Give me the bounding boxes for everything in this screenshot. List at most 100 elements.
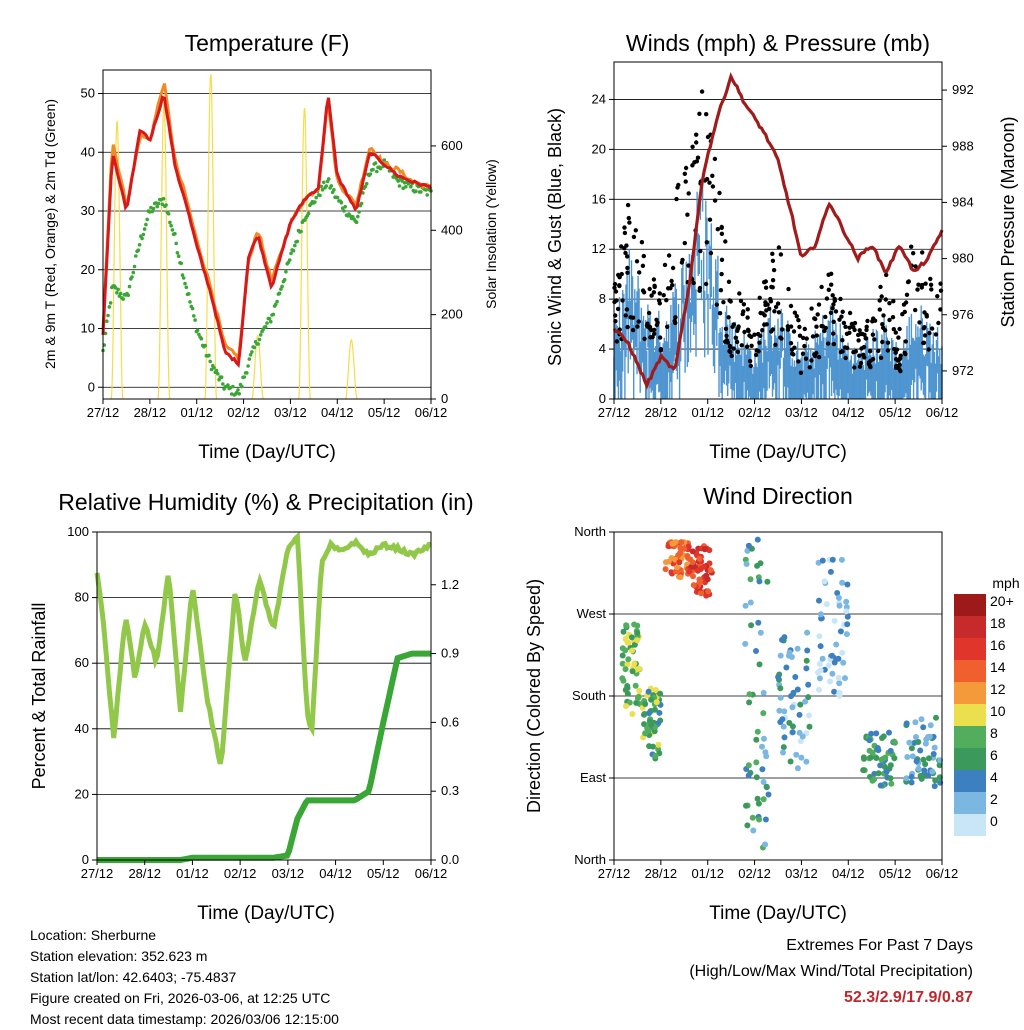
wind-gust-point: [770, 327, 776, 332]
legend-color-swatch: [954, 594, 986, 616]
wind-direction-point: [927, 722, 934, 729]
temperature-xlabel: Time (Day/UTC): [198, 442, 336, 463]
wind-gust-point: [728, 344, 733, 350]
wind-gust-point: [928, 282, 934, 287]
wind-direction-point: [704, 576, 711, 583]
wind-direction-point: [750, 827, 757, 834]
wind-gust-point: [915, 287, 920, 292]
dewpoint-point: [180, 273, 185, 277]
wind-direction-point: [887, 747, 894, 754]
wind-gust-point: [631, 234, 637, 240]
direction-xtick-label: 06/12: [926, 866, 959, 881]
wind-gust-point: [658, 348, 663, 353]
wind-direction-point: [792, 674, 799, 680]
humidity-y2tick-label: 1.2: [441, 577, 459, 592]
temperature-xtick-label: 06/12: [415, 405, 448, 420]
wind-direction-point: [645, 688, 652, 695]
temperature-y2tick-label: 200: [441, 307, 463, 322]
wind-direction-point: [762, 816, 769, 823]
wind-direction-point: [678, 539, 685, 546]
wind-gust-point: [833, 309, 839, 314]
wind-gust-point: [645, 321, 650, 326]
wind-direction-point: [875, 770, 882, 777]
wind-direction-point: [759, 743, 765, 750]
legend-label: 2: [990, 791, 998, 807]
wind-direction-point: [753, 648, 759, 654]
wind-direction-point: [788, 654, 795, 660]
wind-gust-point: [872, 337, 877, 342]
wind-direction-point: [757, 560, 764, 567]
dewpoint-point: [342, 209, 346, 213]
solar-insolation-peak: [251, 334, 265, 400]
wind-direction-point: [926, 733, 933, 740]
wind-gust-point: [757, 340, 762, 345]
wind-direction-point: [760, 779, 767, 785]
wind-gust-point: [630, 327, 636, 333]
wind-gust-point: [775, 301, 781, 306]
wind-direction-point: [787, 758, 794, 765]
wind-direction-point: [749, 814, 756, 821]
wind-direction-point: [789, 704, 796, 711]
winds-y2tick-label: 980: [952, 251, 974, 266]
wind-direction-point: [646, 710, 652, 717]
wind-gust-point: [651, 290, 657, 295]
dewpoint-point: [193, 318, 197, 322]
wind-gust-point: [735, 326, 741, 331]
wind-gust-point: [679, 260, 685, 265]
wind-direction-point: [675, 552, 682, 559]
dewpoint-point: [378, 166, 383, 171]
wind-gust-point: [857, 353, 862, 358]
dewpoint-point: [188, 300, 192, 304]
wind-direction-point: [798, 754, 805, 761]
wind-direction-point: [874, 745, 881, 751]
dewpoint-point: [293, 243, 297, 248]
wind-gust-point: [674, 196, 679, 202]
wind-gust-point: [735, 349, 740, 354]
wind-gust-point: [864, 327, 869, 333]
wind-gust-point: [727, 349, 732, 354]
wind-gust-point: [756, 349, 761, 354]
legend-color-swatch: [954, 682, 986, 704]
humidity-xtick-label: 02/12: [224, 866, 257, 881]
wind-gust-point: [814, 324, 819, 329]
wind-direction-point: [871, 776, 877, 783]
wind-direction-point: [745, 772, 752, 779]
dewpoint-point: [217, 377, 221, 382]
extremes-box: Extremes For Past 7 Days (High/Low/Max W…: [689, 933, 973, 1011]
wind-gust-point: [634, 259, 640, 264]
solar-insolation-peak: [345, 338, 358, 400]
wind-gust-point: [843, 355, 848, 361]
wind-gust-point: [626, 215, 631, 221]
wind-direction-point: [753, 774, 760, 781]
wind-gust-point: [816, 354, 822, 360]
temperature-ylabel-left: 2m & 9m T (Red, Orange) & 2m Td (Green): [42, 99, 58, 369]
winds-y2tick-label: 984: [952, 194, 974, 209]
wind-direction-point: [636, 665, 643, 672]
legend-color-swatch: [954, 726, 986, 748]
wind-gust-point: [745, 307, 750, 312]
wind-gust-point: [690, 144, 695, 149]
legend-color-swatch: [954, 748, 986, 770]
temperature-ytick-label: 20: [81, 262, 95, 277]
dewpoint-point: [314, 195, 319, 200]
dewpoint-point: [175, 251, 180, 255]
wind-direction-point: [780, 749, 786, 756]
wind-direction-point: [625, 656, 632, 663]
dewpoint-point: [187, 292, 191, 296]
wind-direction-point: [690, 573, 696, 580]
wind-direction-point: [906, 739, 913, 746]
extremes-values: 52.3/2.9/17.9/0.87: [844, 989, 973, 1006]
wind-direction-point: [763, 783, 770, 790]
wind-direction-point: [662, 566, 669, 573]
wind-direction-point: [836, 689, 843, 696]
wind-direction-point: [753, 736, 760, 743]
wind-gust-point: [769, 284, 774, 290]
wind-gust-point: [628, 315, 633, 320]
wind-gust-point: [922, 333, 928, 338]
wind-gust-point: [879, 294, 884, 299]
wind-gust-point: [749, 343, 754, 348]
wind-direction-point: [777, 652, 784, 659]
wind-direction-point: [886, 729, 892, 736]
wind-direction-point: [794, 645, 801, 652]
humidity-y2tick-label: 0.3: [441, 783, 459, 798]
